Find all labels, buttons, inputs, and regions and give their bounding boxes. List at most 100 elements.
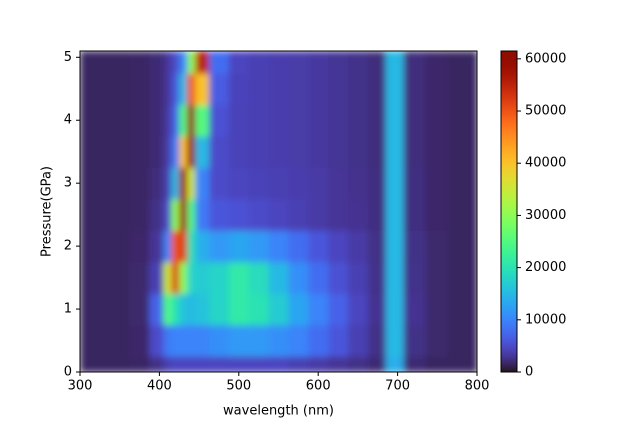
heatmap-cell xyxy=(403,167,426,200)
heatmap-cell xyxy=(89,356,111,372)
heatmap-cell xyxy=(129,356,150,372)
heatmap-cell xyxy=(308,261,329,294)
heatmap-cell xyxy=(149,356,164,372)
heatmap-cell xyxy=(149,198,164,231)
heatmap-cell xyxy=(89,261,111,294)
heatmap-cell xyxy=(129,51,150,74)
heatmap-cell xyxy=(89,230,111,263)
heatmap-cell xyxy=(109,73,131,105)
heatmap-cell xyxy=(308,293,329,326)
heatmap-cell xyxy=(195,324,210,357)
heatmap-cell xyxy=(467,356,477,372)
heatmap-cell xyxy=(228,261,250,294)
heatmap-cell xyxy=(268,104,289,137)
heatmap-cell xyxy=(367,293,387,326)
heatmap-cell xyxy=(288,104,309,137)
heatmap-cell xyxy=(248,135,270,168)
heatmap-cell xyxy=(248,261,270,294)
heatmap-cell xyxy=(171,73,180,105)
heatmap-cell xyxy=(328,51,349,74)
heatmap-cell xyxy=(288,73,309,105)
heatmap-cell xyxy=(179,261,188,294)
heatmap-cell xyxy=(195,51,210,74)
heatmap-cell xyxy=(248,198,270,231)
heatmap-cell xyxy=(209,167,230,200)
heatmap-cell xyxy=(163,104,172,137)
y-tick-label: 1 xyxy=(64,302,72,317)
heatmap-cell xyxy=(308,198,329,231)
heatmap-cell xyxy=(367,104,387,137)
heatmap-cell xyxy=(163,51,172,74)
heatmap-cell xyxy=(288,51,309,74)
heatmap-cell xyxy=(347,261,369,294)
heatmap-cell xyxy=(385,324,405,357)
heatmap-cell xyxy=(425,73,448,105)
heatmap-cell xyxy=(80,198,91,231)
heatmap-cell xyxy=(163,198,172,231)
heatmap-cell xyxy=(425,198,448,231)
heatmap-cell xyxy=(288,356,309,372)
heatmap-cell xyxy=(163,135,172,168)
heatmap-cell xyxy=(268,230,289,263)
x-tick-label: 300 xyxy=(68,379,93,394)
heatmap-cell xyxy=(187,293,196,326)
heatmap-cell xyxy=(209,356,230,372)
heatmap-cell xyxy=(367,51,387,74)
heatmap-cell xyxy=(467,198,477,231)
heatmap-cell xyxy=(163,261,172,294)
heatmap-cell xyxy=(308,324,329,357)
heatmap-cell xyxy=(328,230,349,263)
heatmap-cell xyxy=(347,104,369,137)
heatmap-cell xyxy=(467,324,477,357)
heatmap-cell xyxy=(385,230,405,263)
heatmap-cell xyxy=(347,356,369,372)
heatmap-cell xyxy=(385,104,405,137)
heatmap-cell xyxy=(80,293,91,326)
heatmap-cell xyxy=(109,51,131,74)
x-tick-label: 400 xyxy=(147,379,172,394)
heatmap-cell xyxy=(109,135,131,168)
heatmap-cell xyxy=(195,356,210,372)
colorbar-tick-label: 10000 xyxy=(525,312,566,327)
heatmap-cell xyxy=(288,198,309,231)
heatmap-cell xyxy=(308,167,329,200)
heatmap-cell xyxy=(109,356,131,372)
heatmap-cell xyxy=(367,356,387,372)
heatmap-cell xyxy=(347,324,369,357)
heatmap-cell xyxy=(367,230,387,263)
heatmap-cell xyxy=(288,293,309,326)
heatmap-cell xyxy=(163,230,172,263)
heatmap-cell xyxy=(80,230,91,263)
heatmap-cell xyxy=(268,293,289,326)
heatmap-cell xyxy=(447,135,468,168)
y-tick-label: 4 xyxy=(64,113,72,128)
heatmap-cell xyxy=(367,73,387,105)
heatmap-cell xyxy=(347,51,369,74)
heatmap-cell xyxy=(403,104,426,137)
y-tick-label: 0 xyxy=(64,365,72,380)
heatmap-cell xyxy=(403,261,426,294)
heatmap-cell xyxy=(171,104,180,137)
heatmap-cell xyxy=(89,198,111,231)
heatmap-cell xyxy=(171,198,180,231)
heatmap-cell xyxy=(228,73,250,105)
heatmap-cell xyxy=(308,356,329,372)
heatmap-cell xyxy=(171,356,180,372)
heatmap-cell xyxy=(80,167,91,200)
heatmap-cell xyxy=(447,51,468,74)
heatmap-cell xyxy=(308,51,329,74)
heatmap-cell xyxy=(403,293,426,326)
heatmap-cell xyxy=(447,230,468,263)
heatmap-cell xyxy=(187,167,196,200)
heatmap-cell xyxy=(228,230,250,263)
heatmap-cell xyxy=(195,167,210,200)
axes-frame xyxy=(79,50,478,373)
heatmap-cell xyxy=(228,104,250,137)
heatmap-cell xyxy=(187,324,196,357)
heatmap-cell xyxy=(248,293,270,326)
heatmap-cell xyxy=(467,230,477,263)
heatmap-cell xyxy=(109,261,131,294)
heatmap-cell xyxy=(80,104,91,137)
heatmap-cell xyxy=(171,293,180,326)
heatmap-cell xyxy=(80,73,91,105)
